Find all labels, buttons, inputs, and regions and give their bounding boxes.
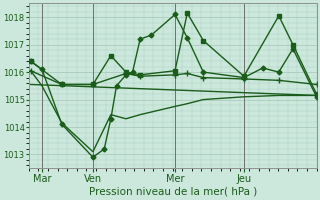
X-axis label: Pression niveau de la mer( hPa ): Pression niveau de la mer( hPa ) [89,187,257,197]
